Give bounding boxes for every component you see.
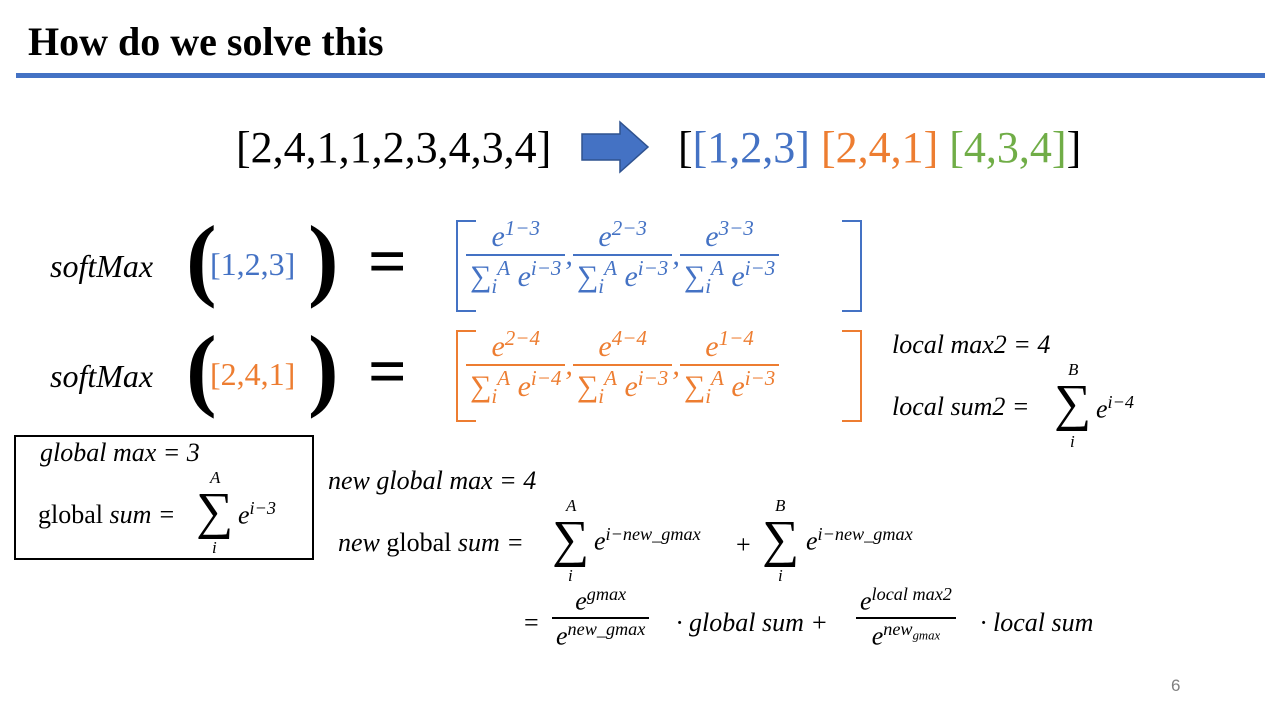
new-sum1-lower: i xyxy=(568,566,573,585)
local-sum-term-2: · local sum xyxy=(980,608,1094,637)
new-sum2-upper: B xyxy=(775,496,786,515)
new-sum1-term: ei−new_gmax xyxy=(594,524,701,556)
global-sum-term-2: · global sum + xyxy=(676,608,828,637)
new-sum1-upper: A xyxy=(566,496,577,515)
new-sum2-term: ei−new_gmax xyxy=(806,524,913,556)
paren-open-1: ( xyxy=(186,207,217,309)
title-underline xyxy=(16,73,1265,78)
global-max-line: global max = 3 xyxy=(40,438,200,467)
input-sequence: [2,4,1,1,2,3,4,3,4] xyxy=(236,123,552,172)
bracket-close-1 xyxy=(842,220,862,312)
plus-sign: + xyxy=(736,530,751,559)
new-sum2-symbol: ∑ xyxy=(762,511,800,568)
softmax-label-1: softMax xyxy=(50,248,154,284)
local-sum-lower: i xyxy=(1070,432,1075,451)
chunk-a: [1,2,3] xyxy=(692,123,810,172)
equals-1: = xyxy=(368,223,407,299)
slide-title: How do we solve this xyxy=(28,19,384,64)
softmax-result-2: e2−4 ∑iA ei−4, e4−4 ∑iA ei−3, e1−4 ∑iA ei−3 xyxy=(466,326,780,409)
bracket-open-1 xyxy=(456,220,476,312)
local-sum-symbol: ∑ xyxy=(1054,375,1092,432)
bracket-open-2 xyxy=(456,330,476,422)
outer-open-bracket: [ xyxy=(678,123,693,172)
softmax-arg-1: [1,2,3] xyxy=(210,246,296,282)
global-sum-line: global sum = xyxy=(38,500,176,529)
global-sum-term: ei−3 xyxy=(238,498,276,530)
local-sum-term: ei−4 xyxy=(1096,392,1134,424)
softmax-result-1: e1−3 ∑iA ei−3, e2−3 ∑iA ei−3, e3−3 ∑iA ei−3 xyxy=(466,216,780,299)
paren-open-2: ( xyxy=(186,317,217,419)
chunk-c: [4,3,4] xyxy=(949,123,1067,172)
new-sum1-symbol: ∑ xyxy=(552,511,590,568)
paren-close-1: ) xyxy=(308,207,339,309)
chunk-b: [2,4,1] xyxy=(820,123,939,172)
softmax-label-2: softMax xyxy=(50,358,154,394)
right-arrow-icon xyxy=(581,120,650,174)
equals-3: = xyxy=(524,608,539,637)
new-global-sum-label: new global sum = xyxy=(338,528,524,557)
local-sum-prefix: local sum2 = xyxy=(892,392,1030,421)
rescale-frac-2: elocal max2 enewgmax xyxy=(856,584,956,651)
bracket-close-2 xyxy=(842,330,862,422)
global-sum-symbol: ∑ xyxy=(196,483,234,540)
global-sum-upper: A xyxy=(210,468,221,487)
page-number: 6 xyxy=(1171,676,1181,695)
new-global-max-line: new global max = 4 xyxy=(328,466,537,495)
local-max-line: local max2 = 4 xyxy=(892,330,1051,359)
outer-close-bracket: ] xyxy=(1066,123,1082,172)
equals-2: = xyxy=(368,333,407,409)
new-sum2-lower: i xyxy=(778,566,783,585)
local-sum-upper: B xyxy=(1068,360,1079,379)
global-sum-lower: i xyxy=(212,538,217,557)
global-box xyxy=(14,435,314,560)
chunked-sequence: [[1,2,3] [2,4,1] [4,3,4]] xyxy=(678,122,1081,173)
softmax-arg-2: [2,4,1] xyxy=(210,356,296,392)
rescale-frac-1: egmax enew_gmax xyxy=(552,584,650,651)
paren-close-2: ) xyxy=(308,317,339,419)
